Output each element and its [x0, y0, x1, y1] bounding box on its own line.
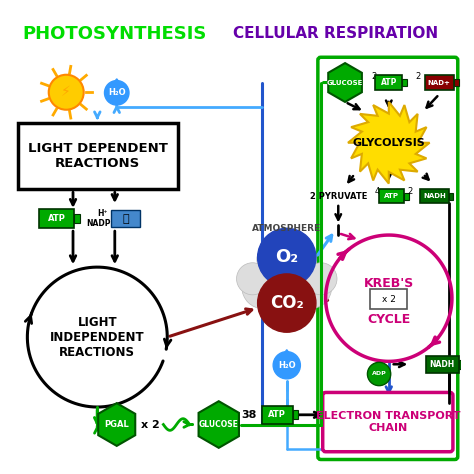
Text: H₂O: H₂O — [108, 88, 126, 97]
FancyBboxPatch shape — [370, 290, 407, 309]
Polygon shape — [199, 401, 239, 448]
FancyBboxPatch shape — [292, 410, 298, 419]
Text: ELECTRON TRANSPORT
CHAIN: ELECTRON TRANSPORT CHAIN — [316, 411, 460, 433]
Text: x 2: x 2 — [382, 295, 396, 304]
Circle shape — [257, 242, 291, 277]
Text: O₂: O₂ — [275, 248, 298, 266]
Text: GLUCOSE: GLUCOSE — [199, 420, 239, 429]
Text: NADH: NADH — [423, 193, 446, 199]
Text: ⚡: ⚡ — [61, 85, 71, 99]
FancyBboxPatch shape — [375, 75, 402, 90]
Circle shape — [367, 362, 391, 386]
Text: CELLULAR RESPIRATION: CELLULAR RESPIRATION — [233, 27, 438, 41]
FancyBboxPatch shape — [459, 360, 464, 369]
Text: 38: 38 — [241, 410, 256, 420]
FancyBboxPatch shape — [262, 406, 292, 424]
FancyBboxPatch shape — [318, 57, 458, 459]
Text: NAD+: NAD+ — [428, 80, 451, 85]
Text: 2: 2 — [408, 187, 413, 196]
Text: 🚛: 🚛 — [122, 214, 129, 224]
Text: PGAL: PGAL — [104, 420, 129, 429]
Text: NADH: NADH — [429, 360, 455, 369]
Circle shape — [305, 263, 337, 295]
FancyBboxPatch shape — [454, 79, 458, 86]
Text: CO₂: CO₂ — [270, 294, 304, 312]
FancyBboxPatch shape — [449, 192, 454, 200]
Text: GLUCOSE: GLUCOSE — [327, 80, 363, 85]
Text: ADP: ADP — [372, 372, 386, 376]
FancyBboxPatch shape — [379, 189, 404, 203]
FancyBboxPatch shape — [39, 209, 74, 228]
Polygon shape — [108, 79, 126, 91]
FancyBboxPatch shape — [18, 123, 178, 190]
Circle shape — [104, 81, 129, 105]
Polygon shape — [98, 403, 135, 446]
Polygon shape — [348, 102, 429, 183]
FancyBboxPatch shape — [420, 189, 449, 203]
Circle shape — [49, 75, 84, 109]
Polygon shape — [328, 63, 362, 102]
Text: ATP: ATP — [384, 193, 399, 199]
Text: H₂O: H₂O — [278, 361, 296, 370]
Circle shape — [273, 352, 301, 379]
Text: LIGHT
INDEPENDENT
REACTIONS: LIGHT INDEPENDENT REACTIONS — [50, 316, 145, 358]
Circle shape — [242, 266, 284, 309]
Text: ATP: ATP — [381, 78, 397, 87]
FancyBboxPatch shape — [425, 75, 454, 90]
FancyBboxPatch shape — [323, 392, 453, 452]
Text: 2: 2 — [415, 72, 420, 81]
Text: H⁺
NADPH: H⁺ NADPH — [87, 209, 118, 228]
Circle shape — [289, 266, 332, 309]
FancyBboxPatch shape — [404, 192, 409, 200]
Text: GLYCOLYSIS: GLYCOLYSIS — [352, 138, 425, 148]
Text: LIGHT DEPENDENT
REACTIONS: LIGHT DEPENDENT REACTIONS — [28, 142, 168, 170]
FancyBboxPatch shape — [74, 214, 80, 223]
Text: 2: 2 — [372, 72, 377, 81]
Circle shape — [257, 274, 316, 332]
Circle shape — [283, 242, 317, 277]
Circle shape — [270, 232, 304, 266]
Text: ATP: ATP — [268, 410, 286, 419]
Circle shape — [257, 228, 316, 287]
Text: 2 PYRUVATE: 2 PYRUVATE — [310, 191, 367, 201]
FancyBboxPatch shape — [402, 79, 407, 86]
Text: 4: 4 — [374, 187, 380, 196]
Circle shape — [257, 249, 317, 309]
Text: KREB'S: KREB'S — [364, 277, 414, 290]
Text: PHOTOSYNTHESIS: PHOTOSYNTHESIS — [23, 25, 207, 43]
Circle shape — [237, 263, 269, 295]
Polygon shape — [277, 350, 296, 363]
FancyBboxPatch shape — [426, 356, 459, 373]
FancyBboxPatch shape — [111, 210, 140, 228]
Text: x 2: x 2 — [141, 419, 160, 429]
Text: CYCLE: CYCLE — [367, 313, 410, 326]
Text: ATP: ATP — [47, 214, 65, 223]
Text: ATMOSPHERE: ATMOSPHERE — [252, 224, 321, 233]
